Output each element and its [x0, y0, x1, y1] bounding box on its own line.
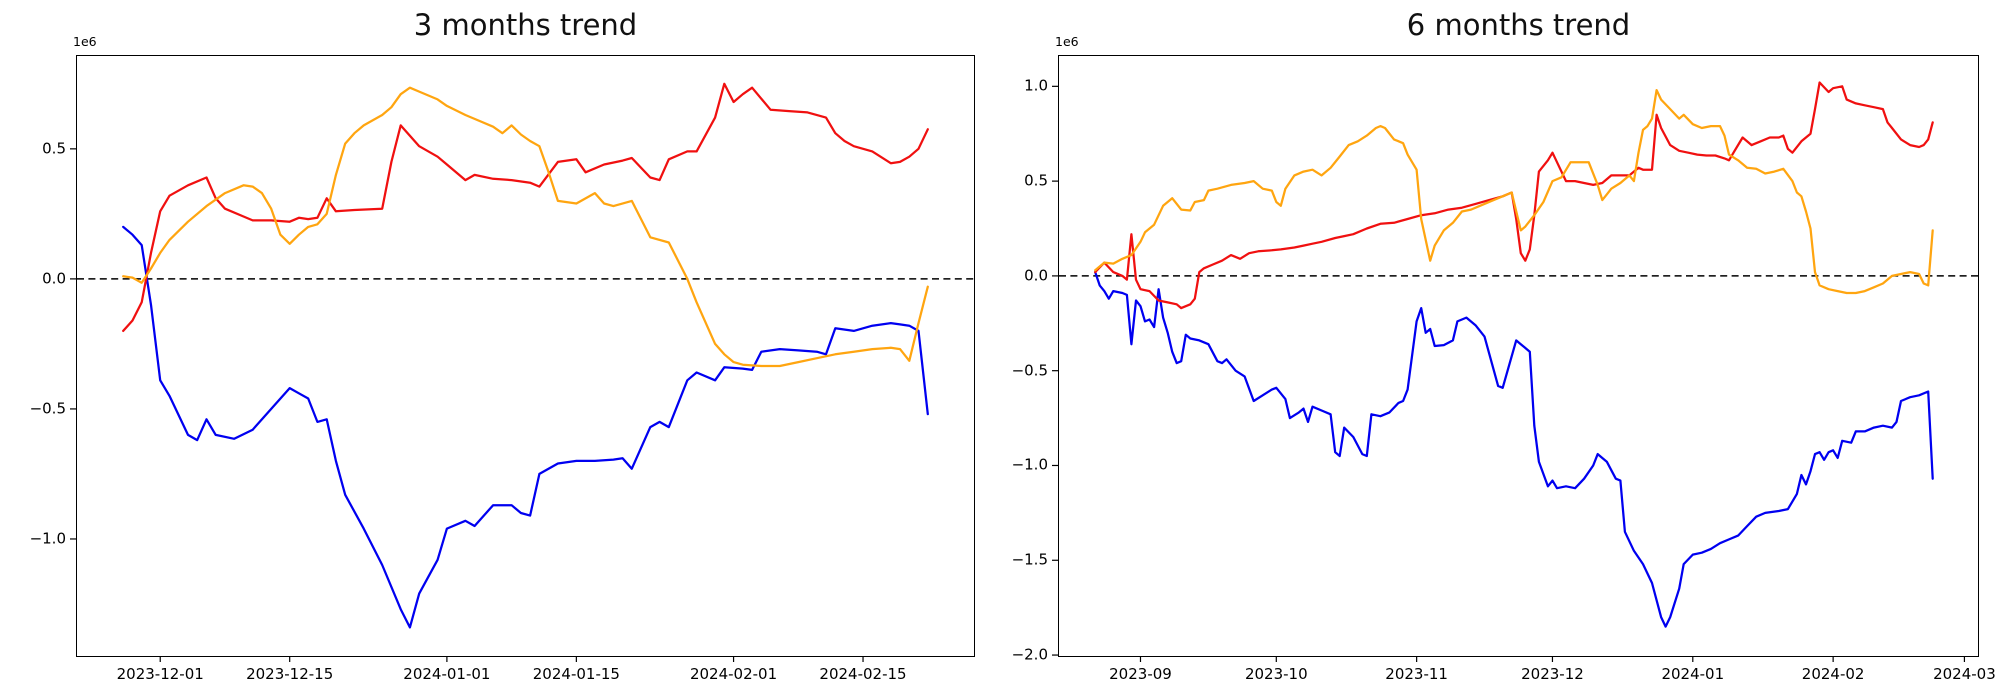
x-tick-label: 2024-01-15	[532, 665, 620, 683]
x-tick-label: 2023-11	[1385, 665, 1448, 683]
chart-6-months-trend: 6 months trend 1e6 2023-09 2023-10 2023-11…	[1012, 8, 1996, 682]
series-orange-line	[1094, 88, 1934, 295]
x-tick-label: 2023-12-15	[246, 665, 334, 683]
series-blue-line	[122, 225, 929, 629]
plot-area	[70, 82, 974, 662]
y-tick-label: 0.5	[1024, 171, 1048, 190]
y-axis-offset-label: 1e6	[73, 34, 97, 49]
series-blue-line	[1094, 270, 1934, 628]
series-red-line	[1094, 81, 1934, 310]
x-tick-label: 2024-02-01	[689, 665, 778, 683]
y-tick-label: 0.0	[1024, 266, 1048, 285]
chart-3-months-trend: 3 months trend 1e6 2023-12-01 2023-12-15 2…	[30, 8, 975, 682]
chart-title: 6 months trend	[1406, 8, 1631, 42]
y-axis-offset-label: 1e6	[1055, 34, 1079, 49]
y-tick-label: 1.0	[1024, 76, 1048, 95]
y-tick-label: −1.0	[1011, 455, 1048, 474]
x-tick-label: 2024-01-01	[403, 665, 491, 683]
y-tick-label: −1.0	[29, 529, 66, 548]
x-tick-label: 2023-12	[1521, 665, 1584, 683]
x-tick-label: 2024-03	[1933, 665, 1996, 683]
chart-title: 3 months trend	[413, 8, 638, 42]
x-tick-label: 2023-10	[1244, 665, 1308, 683]
x-tick-label: 2023-09	[1109, 665, 1172, 683]
y-tick-label: 0.0	[42, 269, 66, 288]
x-tick-label: 2024-02	[1801, 665, 1865, 683]
series-red-line	[122, 82, 929, 333]
y-tick-label: −2.0	[1011, 645, 1048, 664]
plot-area	[1052, 81, 1978, 662]
x-tick-label: 2023-12-01	[116, 665, 204, 683]
y-tick-label: 0.5	[42, 139, 66, 158]
y-tick-label: −0.5	[1011, 361, 1048, 380]
x-tick-label: 2024-02-15	[819, 665, 907, 683]
y-tick-label: −0.5	[29, 399, 66, 418]
series-orange-line	[122, 86, 929, 368]
y-tick-label: −1.5	[1011, 550, 1048, 569]
x-tick-label: 2024-01	[1661, 665, 1725, 683]
